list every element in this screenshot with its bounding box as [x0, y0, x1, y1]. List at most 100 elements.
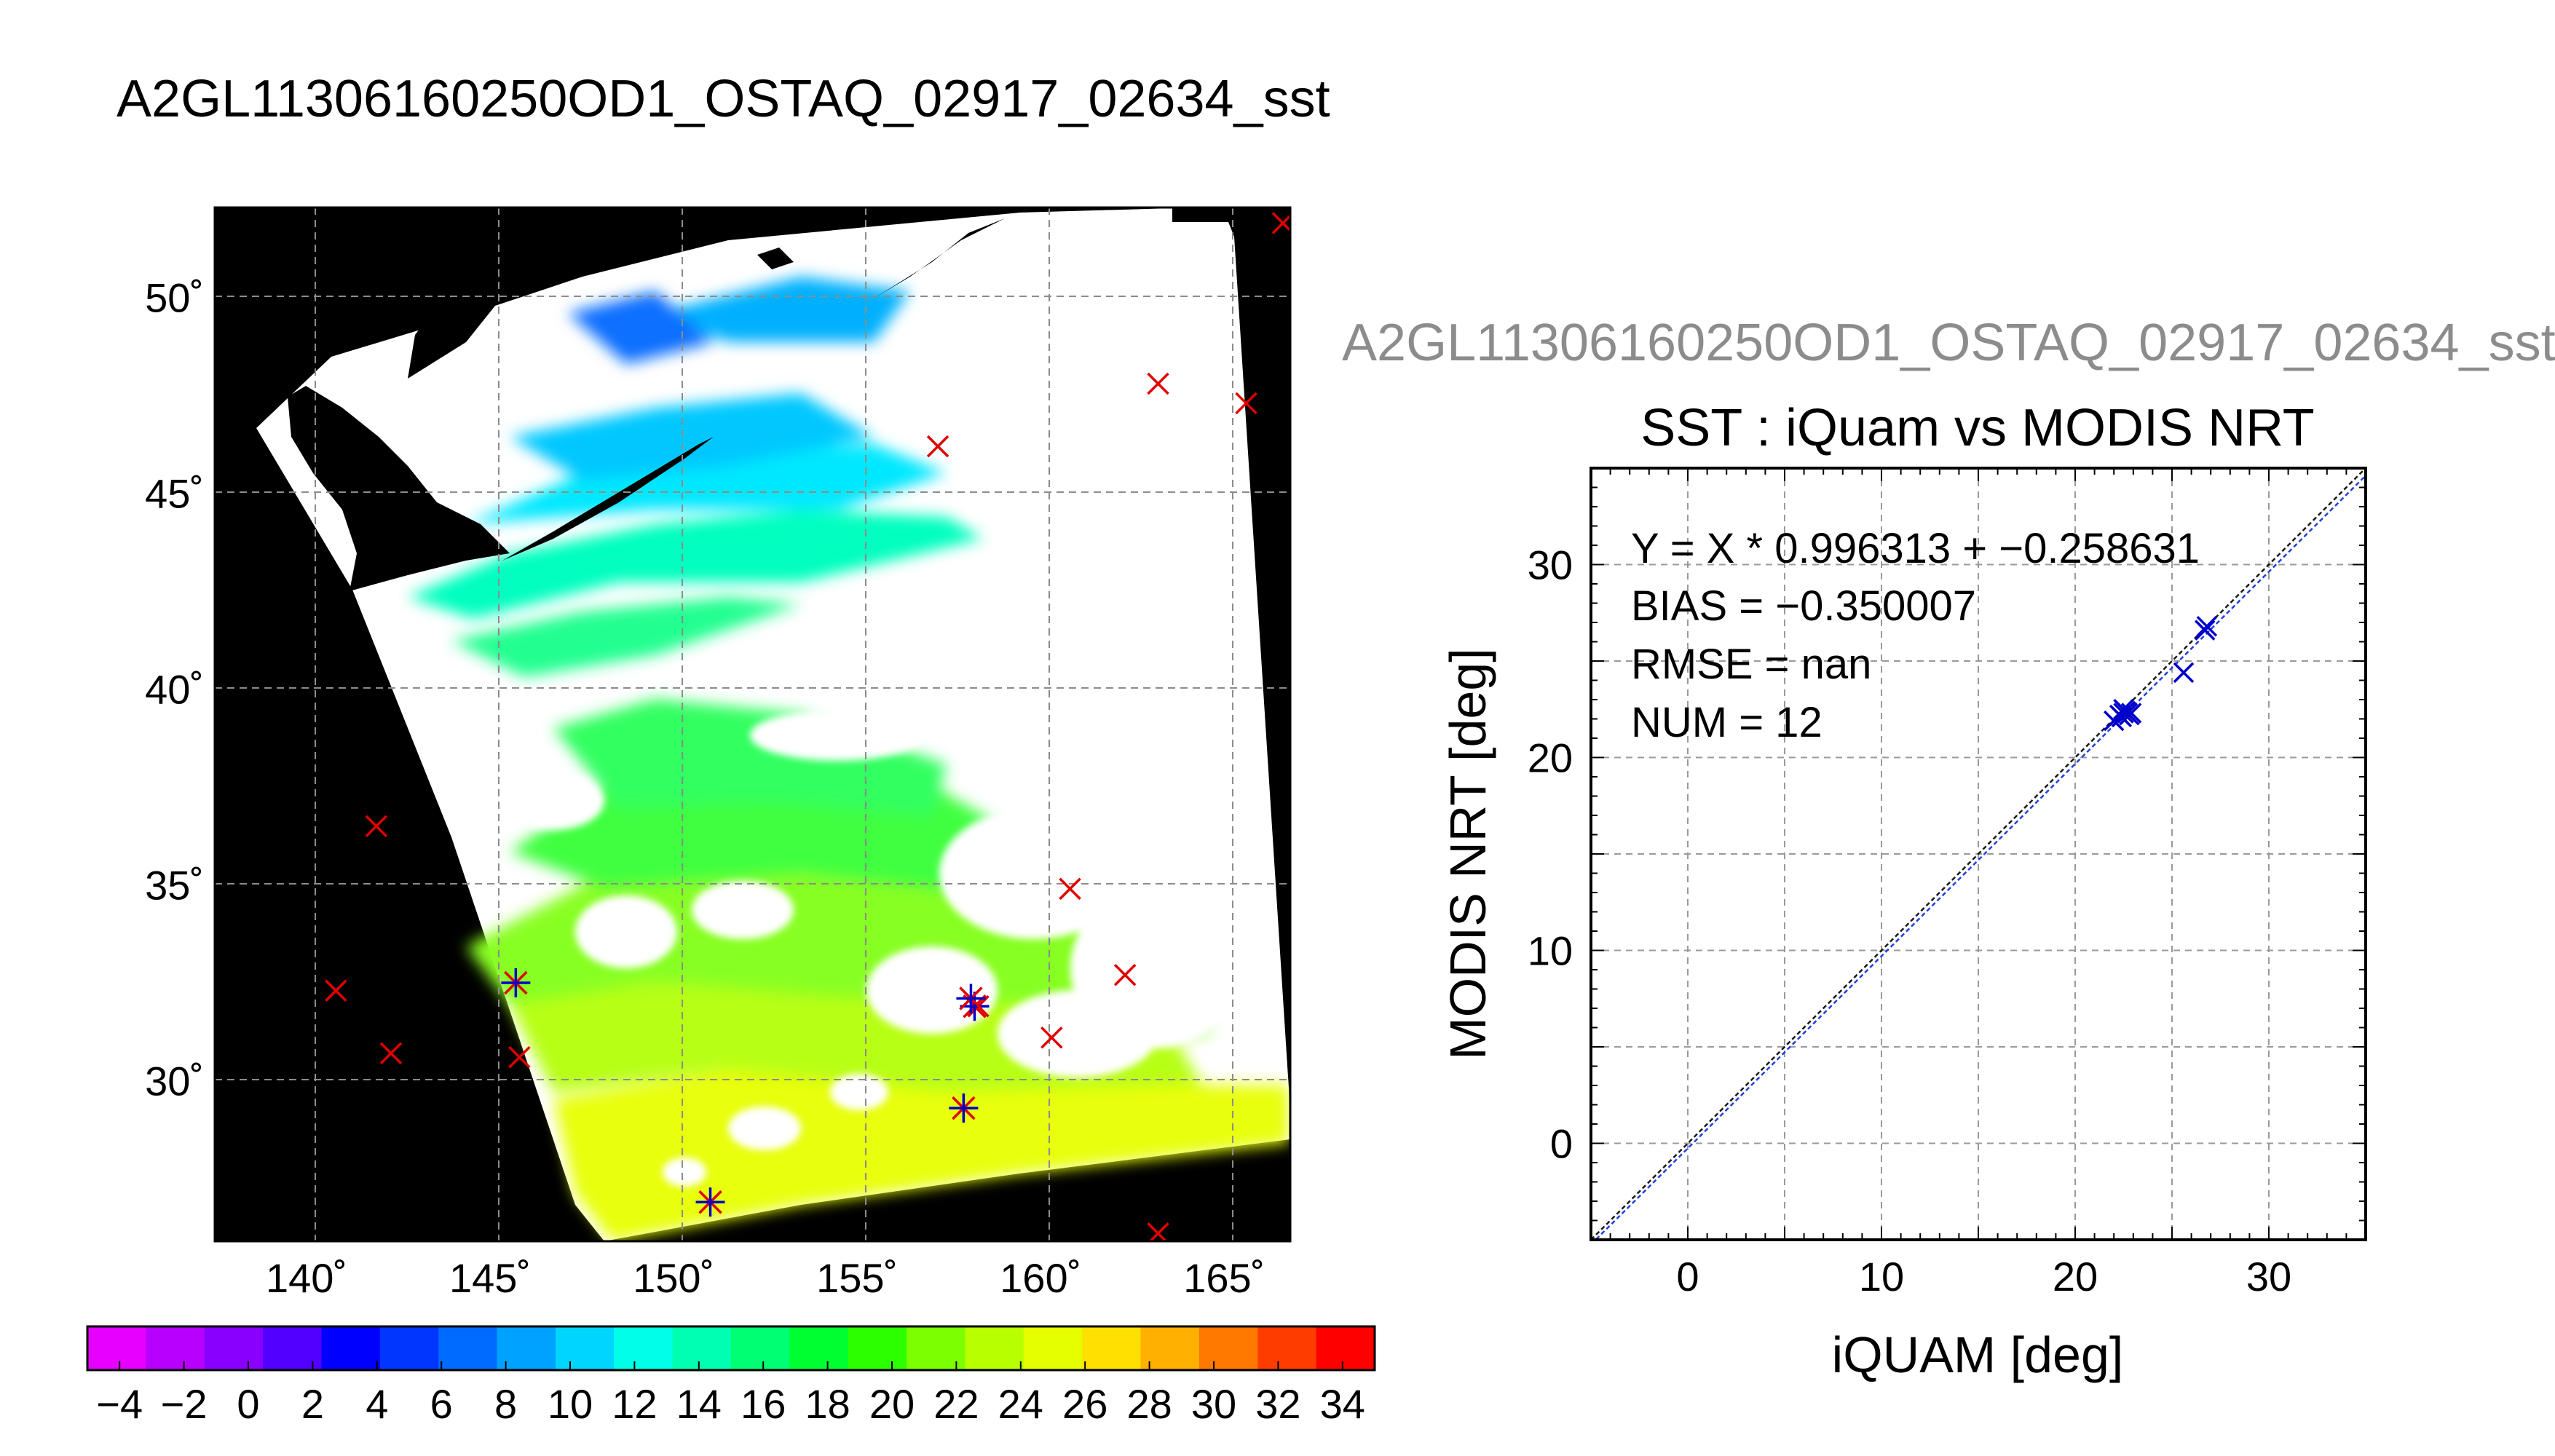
buoy-marker	[379, 1042, 403, 1065]
scatter-y-tick-label: 10	[1528, 928, 1573, 974]
cloud-patches	[502, 710, 1245, 1187]
sst-field	[408, 277, 1289, 1241]
scatter-point	[2113, 699, 2134, 720]
colorbar-tick-label: 12	[612, 1381, 657, 1427]
y-axis-label: MODIS NRT [deg]	[1440, 648, 1496, 1059]
colorbar-tick-label: 20	[869, 1381, 915, 1427]
buoy-marker	[1147, 372, 1169, 395]
scatter-x-tick-label: 0	[1676, 1254, 1699, 1299]
scatter-y-tick-label: 20	[1528, 735, 1573, 781]
colorbar-swatch	[672, 1326, 732, 1370]
colorbar-frame	[86, 1325, 1376, 1372]
map-gridlines	[215, 207, 1290, 1241]
colorbar-swatch	[1023, 1326, 1083, 1370]
colorbar-tick-label: 0	[237, 1381, 259, 1427]
buoy-marker	[508, 1045, 531, 1069]
rmse-annotation: RMSE = nan	[1631, 641, 1871, 688]
colorbar-swatch	[731, 1326, 790, 1370]
colorbar-swatch	[204, 1326, 264, 1370]
colorbar-swatch	[379, 1326, 439, 1370]
colorbar-swatch	[321, 1326, 381, 1370]
scatter-point	[2173, 662, 2195, 684]
map-y-tick-label: 50˚	[145, 275, 204, 321]
buoy-marker	[926, 435, 949, 458]
colorbar-tick-label: 8	[494, 1381, 517, 1427]
scatter-point	[2196, 616, 2218, 637]
buoy-marker	[1235, 392, 1257, 415]
colorbar-swatch	[1257, 1326, 1317, 1370]
matchup-marker	[956, 984, 986, 1013]
colorbar-tick-label: 2	[301, 1381, 324, 1427]
colorbar-tick-label: 14	[676, 1381, 722, 1427]
map-y-tick-label: 30˚	[145, 1058, 204, 1104]
fit-lines	[1591, 468, 2366, 1240]
buoy-marker	[1040, 1026, 1063, 1049]
colorbar-tick-label: 26	[1062, 1381, 1107, 1427]
colorbar-swatch	[87, 1326, 146, 1370]
map-y-tick-label: 45˚	[145, 471, 204, 517]
scatter-frame	[1590, 467, 2367, 1241]
colorbar-tick-label: 30	[1191, 1381, 1236, 1427]
map-markers	[325, 212, 1290, 1241]
scatter-title: SST : iQuam vs MODIS NRT	[1640, 399, 2315, 457]
colorbar-tick-label: −4	[96, 1381, 143, 1427]
colorbar-swatch	[848, 1326, 907, 1370]
buoy-marker	[1059, 877, 1081, 901]
colorbar-tick-label: 28	[1126, 1381, 1172, 1427]
colorbar-tick-label: 24	[998, 1381, 1043, 1427]
colorbar-swatch	[555, 1326, 615, 1370]
scatter-x-tick-label: 30	[2246, 1254, 2291, 1299]
colorbar-tick-label: 4	[366, 1381, 388, 1427]
bias-annotation: BIAS = −0.350007	[1631, 582, 1976, 630]
scatter-point	[2111, 706, 2133, 728]
colorbar-tick-label: −2	[161, 1381, 208, 1427]
fit-equation: Y = X * 0.996313 + −0.258631	[1631, 525, 2200, 572]
x-axis-label: iQUAM [deg]	[1832, 1326, 2124, 1383]
land-masses	[288, 218, 1005, 591]
colorbar-swatch	[1082, 1326, 1142, 1370]
map-x-tick-label: 150˚	[633, 1255, 714, 1301]
matchup-marker	[695, 1187, 725, 1217]
map-x-tick-label: 155˚	[816, 1255, 898, 1301]
colorbar-tick-label: 18	[805, 1381, 850, 1427]
scatter-x-tick-label: 10	[1859, 1254, 1904, 1299]
buoy-marker	[365, 815, 388, 838]
scatter-x-tick-label: 20	[2053, 1254, 2098, 1299]
scatter-tick-labels: 0 10 20 30 0 10 20 30	[1528, 542, 2291, 1300]
map-x-tick-label: 160˚	[1000, 1255, 1081, 1301]
colorbar-tick-label: 10	[548, 1381, 593, 1427]
scatter-point	[2194, 620, 2216, 641]
map-frame	[213, 206, 1292, 1243]
colorbar-swatch	[614, 1326, 674, 1370]
scatter-heading: A2GL11306160250OD1_OSTAQ_02917_02634_sst	[1342, 314, 2555, 372]
scatter-y-tick-label: 0	[1550, 1121, 1573, 1167]
colorbar-tick-label: 34	[1320, 1381, 1365, 1427]
buoy-marker	[325, 979, 347, 1002]
page-title: A2GL11306160250OD1_OSTAQ_02917_02634_sst	[117, 70, 1330, 128]
colorbar-tick-label: 22	[933, 1381, 979, 1427]
colorbar-swatch	[789, 1326, 849, 1370]
map-y-tick-label: 40˚	[145, 667, 204, 713]
num-annotation: NUM = 12	[1631, 699, 1823, 746]
colorbar-swatch	[1198, 1326, 1258, 1370]
fit-line	[1591, 468, 2366, 1240]
colorbar-swatch	[146, 1326, 205, 1370]
colorbar-swatch	[1140, 1326, 1200, 1370]
colorbar-swatch	[438, 1326, 498, 1370]
colorbar-swatch	[965, 1326, 1024, 1370]
map-x-tick-label: 165˚	[1183, 1255, 1265, 1301]
map-x-tick-label: 145˚	[449, 1255, 531, 1301]
matchup-marker	[949, 1093, 979, 1123]
scatter-plot: SST : iQuam vs MODIS NRT 0 10 20 300102030 …	[1440, 399, 2367, 1383]
scatter-y-tick-label: 30	[1528, 542, 1573, 588]
map-y-tick-label: 35˚	[145, 863, 204, 909]
colorbar-tick-label: 32	[1255, 1381, 1300, 1427]
map-x-tick-label: 140˚	[266, 1255, 347, 1301]
matchup-marker	[501, 968, 531, 997]
scatter-points	[2103, 616, 2218, 732]
colorbar-tick-label: 16	[741, 1381, 786, 1427]
buoy-marker	[1113, 964, 1137, 986]
colorbar-swatch	[497, 1326, 556, 1370]
colorbar-tick-label: 6	[430, 1381, 453, 1427]
